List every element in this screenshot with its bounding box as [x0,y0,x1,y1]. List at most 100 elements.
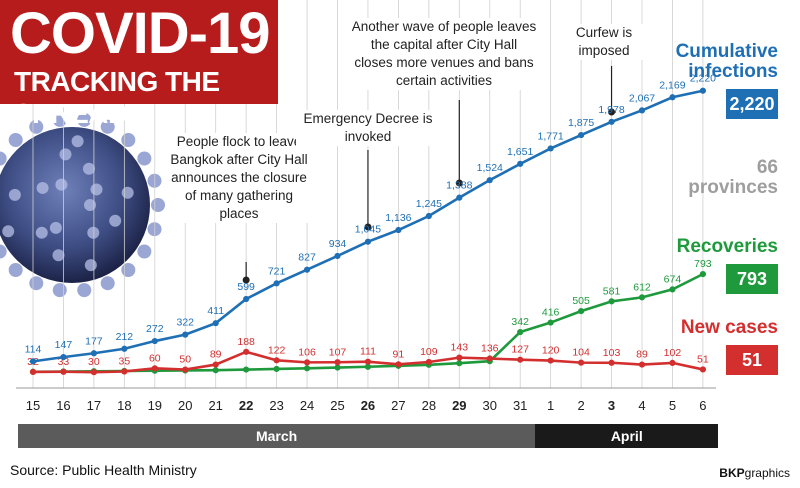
x-tick-label: 17 [87,398,101,413]
data-point-new-cases [517,356,524,363]
data-label-new-cases: 103 [603,347,621,359]
data-label-new-cases: 91 [393,348,405,360]
virus-spike [121,133,136,148]
virus-spike [59,148,72,161]
credit-bold: BKP [719,466,745,480]
data-label-cumulative-infections: 1,245 [416,198,442,210]
x-tick-label: 28 [422,398,436,413]
data-point-new-cases [364,358,372,365]
data-point-cumulative-infections [638,107,646,114]
data-point-cumulative-infections [608,118,615,125]
data-label-new-cases: 51 [697,353,709,365]
data-point-new-cases [638,361,646,368]
data-label-cumulative-infections: 1,651 [507,146,533,158]
virus-spike [35,226,48,239]
legend-recoveries-value: 793 [726,264,778,294]
legend-recoveries-label: Recoveries [676,236,778,257]
data-label-cumulative-infections: 721 [268,265,286,277]
month-band-march: March [17,424,536,448]
data-point-recoveries [578,308,585,315]
credit-label: BKPgraphics [719,466,790,480]
data-label-new-cases: 107 [329,346,347,358]
data-point-recoveries [608,298,615,305]
data-label-cumulative-infections: 2,169 [659,79,685,91]
virus-spike [84,259,97,272]
data-label-cumulative-infections: 147 [55,339,73,351]
annotation-dot [455,179,463,187]
data-label-recoveries: 342 [511,316,529,328]
data-point-new-cases [456,354,463,361]
annotation-dot [242,276,250,284]
x-tick-label: 3 [608,398,615,413]
month-band-april: April [535,424,719,448]
data-point-cumulative-infections [243,295,250,303]
x-tick-label: 29 [452,398,466,413]
data-label-cumulative-infections: 212 [116,331,134,343]
virus-spike [100,119,115,134]
virus-spike [77,283,92,298]
virus-spike [121,186,134,199]
data-label-cumulative-infections: 177 [85,335,103,347]
data-label-cumulative-infections: 1,524 [477,162,503,174]
data-point-recoveries [243,366,250,373]
data-label-cumulative-infections: 827 [298,252,316,264]
data-label-cumulative-infections: 1,875 [568,117,594,129]
virus-spike [137,151,152,166]
data-point-recoveries [669,286,676,293]
annotation-pointers [242,66,616,284]
virus-spike [8,188,21,201]
data-point-new-cases [547,357,554,364]
virus-spike [121,262,136,277]
data-point-recoveries [517,328,524,336]
x-tick-label: 2 [577,398,584,413]
x-tick-label: 6 [699,398,706,413]
annotation-dot [608,108,616,116]
data-point-cumulative-infections [303,266,311,273]
virus-spike [52,249,65,262]
data-point-cumulative-infections [90,350,98,357]
x-tick-label: 23 [269,398,283,413]
data-point-new-cases [273,357,280,364]
data-point-recoveries [212,367,219,374]
data-point-recoveries [638,294,646,301]
legend-provinces-label: 66 provinces [688,157,778,198]
virus-spike [90,183,103,196]
legend-cumulative-label: Cumulative infections [675,41,778,82]
data-label-new-cases: 102 [664,347,682,359]
data-label-recoveries: 674 [664,273,682,285]
data-label-new-cases: 33 [58,356,70,368]
annotation-curfew: Curfew is imposed [562,24,646,60]
x-tick-label: 27 [391,398,405,413]
data-point-new-cases [425,358,432,366]
data-label-new-cases: 89 [636,349,648,361]
virus-spike [2,225,15,238]
virus-spike [87,226,100,239]
data-label-new-cases: 111 [360,346,376,358]
series-layer: 3424165055816126747933233303560508918812… [25,73,716,376]
data-label-recoveries: 505 [572,295,590,307]
data-point-new-cases [60,368,67,375]
x-tick-label: 1 [547,398,554,413]
virus-spike [8,133,23,148]
data-label-cumulative-infections: 411 [207,305,224,317]
data-label-recoveries: 612 [633,281,651,293]
data-point-new-cases [669,359,676,366]
data-label-new-cases: 109 [420,346,438,358]
x-tick-label: 21 [208,398,222,413]
data-point-cumulative-infections [395,226,402,234]
data-point-cumulative-infections [151,337,158,345]
data-label-new-cases: 120 [542,345,560,357]
virus-spike [71,135,84,148]
data-label-new-cases: 60 [149,352,161,364]
virus-spike [55,178,68,191]
source-note: Source: Public Health Ministry [10,462,197,478]
page-title: COVID-19 [10,1,271,66]
x-tick-label: 5 [669,398,676,413]
data-point-cumulative-infections [456,194,463,201]
x-tick-label: 25 [330,398,344,413]
data-point-new-cases [243,348,250,355]
data-label-cumulative-infections: 2,220 [690,73,716,85]
data-label-new-cases: 127 [511,344,529,356]
data-point-new-cases [151,365,158,372]
data-label-new-cases: 136 [481,343,499,355]
